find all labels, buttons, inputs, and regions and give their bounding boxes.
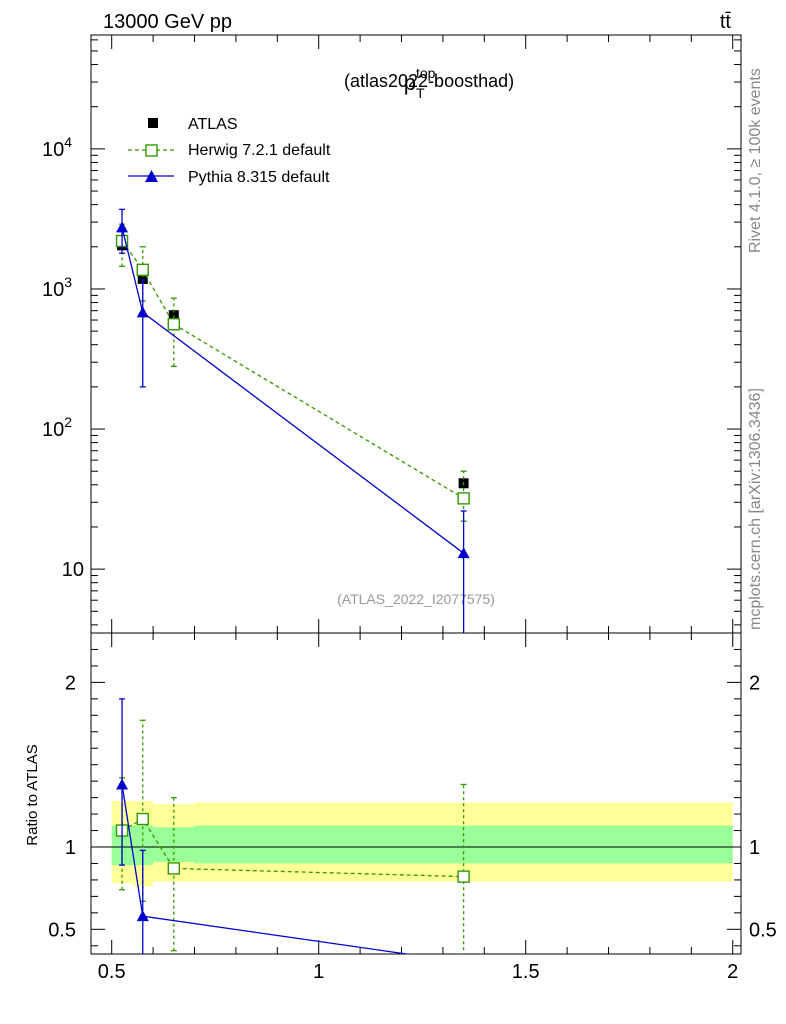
- ratio-frame: [90, 632, 742, 955]
- ratio-point-herwig: [136, 812, 149, 826]
- ratio-band-inner: [194, 825, 733, 864]
- main-y-tick-labels: 10 102 103 104: [42, 134, 84, 581]
- rivet-label: Rivet 4.1.0, ≥ 100k events: [747, 68, 764, 253]
- ratio-band-inner: [153, 827, 195, 862]
- title-extra: (atlas2022-boosthad): [344, 71, 514, 91]
- legend-atlas-marker: [148, 118, 158, 128]
- ratio-x-ticks: [111, 633, 734, 954]
- y-tick-label-right: 1: [749, 837, 760, 859]
- energy-label: 13000 GeV pp: [103, 11, 232, 33]
- y-tick-label: 0.5: [48, 919, 76, 941]
- watermark: (ATLAS_2022_I2077575): [337, 591, 495, 607]
- y-tick-label-right: 0.5: [749, 919, 777, 941]
- data-point-herwig: [167, 318, 181, 331]
- data-point-pythia: [116, 221, 129, 233]
- x-tick-label: 1.5: [512, 961, 540, 983]
- y-tick-label: 102: [42, 414, 72, 441]
- legend-atlas-label: ATLAS: [188, 116, 238, 133]
- data-point-pythia: [136, 306, 149, 318]
- title-p: p: [404, 70, 416, 95]
- ratio-point-pythia: [116, 778, 129, 790]
- y-tick-label-right: 2: [749, 672, 760, 694]
- y-tick-label: 103: [42, 274, 72, 301]
- series-line-2: [121, 227, 465, 554]
- legend-herwig-marker: [145, 144, 158, 157]
- ratio-series-group: [115, 698, 470, 954]
- main-series: [115, 208, 470, 633]
- data-point-herwig: [457, 492, 470, 505]
- data-point-atlas: [168, 310, 179, 321]
- legend-pythia-marker: [145, 170, 158, 182]
- ratio-y-ticks: [91, 632, 741, 947]
- ratio-ylabel: Ratio to ATLAS: [24, 744, 41, 845]
- legend-herwig-label: Herwig 7.2.1 default: [188, 142, 331, 159]
- main-x-ticks: [111, 35, 734, 633]
- y-tick-label: 1: [65, 837, 76, 859]
- ratio-y-tick-labels: 0.5 0.5 1 1 2 2: [48, 672, 777, 941]
- data-point-pythia: [457, 547, 470, 559]
- mcplots-label: mcplots.cern.ch [arXiv:1306.3436]: [747, 388, 764, 630]
- title-sub: T: [416, 85, 425, 101]
- y-tick-label: 2: [65, 672, 76, 694]
- x-tick-label: 0.5: [98, 961, 126, 983]
- ratio-x-tick-labels: 0.5 1 1.5 2: [98, 961, 738, 983]
- legend: ATLAS Herwig 7.2.1 default Pythia 8.315 …: [128, 116, 331, 186]
- main-y-ticks: [91, 39, 741, 626]
- y-tick-label: 10: [62, 559, 84, 581]
- process-label: tt̄: [720, 11, 732, 33]
- series-line-1: [121, 240, 464, 499]
- legend-pythia-label: Pythia 8.315 default: [188, 169, 330, 186]
- ratio-point-pythia: [136, 910, 149, 922]
- ratio-line-0: [121, 818, 464, 878]
- ratio-point-herwig: [457, 870, 470, 883]
- data-point-herwig: [136, 263, 149, 277]
- y-tick-label: 104: [42, 134, 72, 161]
- ratio-series: [115, 698, 470, 954]
- x-tick-label: 2: [727, 961, 738, 983]
- data-point-atlas: [137, 273, 148, 284]
- ratio-point-herwig: [167, 862, 181, 875]
- x-tick-label: 1: [313, 961, 324, 983]
- ratio-panel: 0.5 0.5 1 1 2 2 0.5 1 1.5 2 Ratio to ATLAS: [24, 632, 777, 983]
- main-panel: 10 102 103 104 p top T (atlas2022-boosthad)…: [42, 34, 742, 634]
- ratio-bands: [91, 800, 741, 887]
- title-sup: top: [416, 65, 436, 81]
